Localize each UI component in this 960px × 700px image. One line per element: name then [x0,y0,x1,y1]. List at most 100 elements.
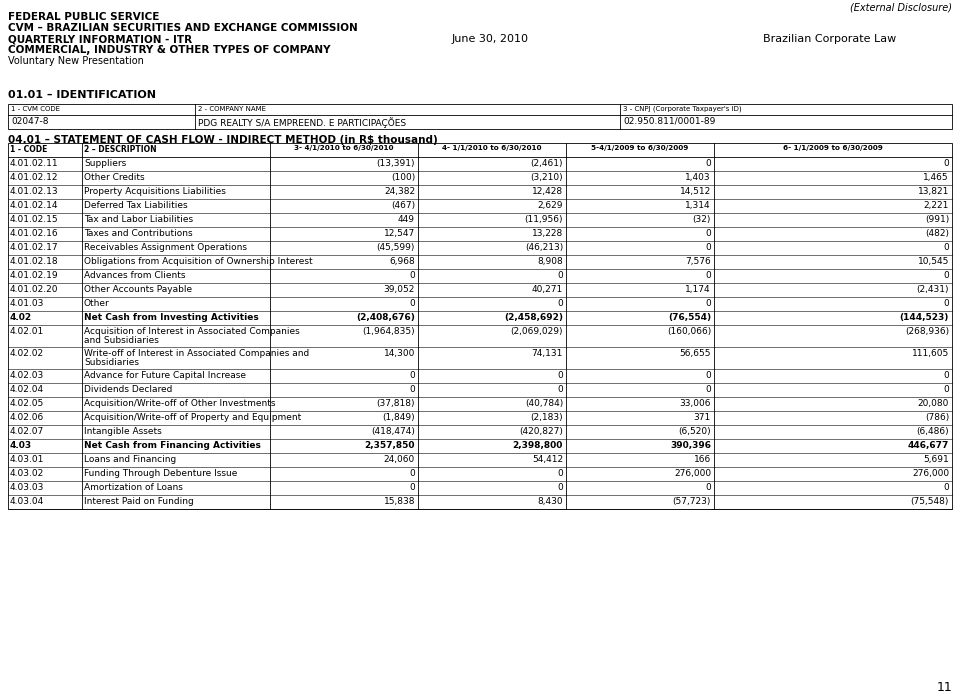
Text: (160,066): (160,066) [667,327,711,336]
Text: 0: 0 [706,229,711,238]
Text: 1,403: 1,403 [685,173,711,182]
Text: 8,908: 8,908 [538,257,563,266]
Text: 74,131: 74,131 [532,349,563,358]
Text: 39,052: 39,052 [384,285,415,294]
Text: 5-4/1/2009 to 6/30/2009: 5-4/1/2009 to 6/30/2009 [591,145,688,151]
Text: Net Cash from Financing Activities: Net Cash from Financing Activities [84,441,261,450]
Text: (786): (786) [924,413,949,422]
Text: CVM – BRAZILIAN SECURITIES AND EXCHANGE COMMISSION: CVM – BRAZILIAN SECURITIES AND EXCHANGE … [8,23,358,33]
Text: 54,412: 54,412 [532,455,563,464]
Text: (2,431): (2,431) [917,285,949,294]
Text: 7,576: 7,576 [685,257,711,266]
Text: 1,174: 1,174 [685,285,711,294]
Text: 371: 371 [694,413,711,422]
Text: 449: 449 [398,215,415,224]
Text: Amortization of Loans: Amortization of Loans [84,483,182,492]
Text: 0: 0 [409,469,415,478]
Text: 0: 0 [944,299,949,308]
Text: 2 - COMPANY NAME: 2 - COMPANY NAME [198,106,266,112]
Text: Acquisition of Interest in Associated Companies: Acquisition of Interest in Associated Co… [84,327,300,336]
Text: Write-off of Interest in Associated Companies and: Write-off of Interest in Associated Comp… [84,349,309,358]
Text: 0: 0 [706,371,711,380]
Text: 1 - CODE: 1 - CODE [10,145,47,154]
Text: 4.03.04: 4.03.04 [10,497,44,506]
Text: 1,314: 1,314 [685,201,711,210]
Text: 390,396: 390,396 [670,441,711,450]
Text: Net Cash from Investing Activities: Net Cash from Investing Activities [84,313,259,322]
Text: (482): (482) [925,229,949,238]
Text: 4.01.02.18: 4.01.02.18 [10,257,59,266]
Text: 4.02: 4.02 [10,313,32,322]
Text: 0: 0 [944,385,949,394]
Text: 0: 0 [409,299,415,308]
Text: 0: 0 [706,299,711,308]
Text: 40,271: 40,271 [532,285,563,294]
Text: 24,382: 24,382 [384,187,415,196]
Text: Acquisition/Write-off of Other Investments: Acquisition/Write-off of Other Investmen… [84,399,276,408]
Text: 4- 1/1/2010 to 6/30/2010: 4- 1/1/2010 to 6/30/2010 [443,145,541,151]
Text: and Subsidiaries: and Subsidiaries [84,336,158,345]
Text: (External Disclosure): (External Disclosure) [850,3,952,13]
Text: 20,080: 20,080 [918,399,949,408]
Text: 13,228: 13,228 [532,229,563,238]
Text: 14,512: 14,512 [680,187,711,196]
Text: 4.01.02.16: 4.01.02.16 [10,229,59,238]
Text: (46,213): (46,213) [525,243,563,252]
Text: Other Credits: Other Credits [84,173,145,182]
Text: Taxes and Contributions: Taxes and Contributions [84,229,193,238]
Text: (2,461): (2,461) [531,159,563,168]
Text: 0: 0 [557,299,563,308]
Text: (1,849): (1,849) [382,413,415,422]
Text: 4.01.02.11: 4.01.02.11 [10,159,59,168]
Text: 0: 0 [706,271,711,280]
Text: 4.02.05: 4.02.05 [10,399,44,408]
Text: 4.02.03: 4.02.03 [10,371,44,380]
Text: COMMERCIAL, INDUSTRY & OTHER TYPES OF COMPANY: COMMERCIAL, INDUSTRY & OTHER TYPES OF CO… [8,45,330,55]
Text: 6- 1/1/2009 to 6/30/2009: 6- 1/1/2009 to 6/30/2009 [783,145,883,151]
Text: 0: 0 [944,483,949,492]
Text: 5,691: 5,691 [924,455,949,464]
Text: 276,000: 276,000 [912,469,949,478]
Text: 04.01 – STATEMENT OF CASH FLOW - INDIRECT METHOD (in R$ thousand): 04.01 – STATEMENT OF CASH FLOW - INDIREC… [8,135,438,145]
Text: Advance for Future Capital Increase: Advance for Future Capital Increase [84,371,246,380]
Text: 12,428: 12,428 [532,187,563,196]
Text: 4.02.07: 4.02.07 [10,427,44,436]
Text: 4.01.03: 4.01.03 [10,299,44,308]
Text: 4.01.02.20: 4.01.02.20 [10,285,59,294]
Text: 4.01.02.12: 4.01.02.12 [10,173,59,182]
Text: FEDERAL PUBLIC SERVICE: FEDERAL PUBLIC SERVICE [8,12,159,22]
Text: (57,723): (57,723) [673,497,711,506]
Text: 4.02.06: 4.02.06 [10,413,44,422]
Text: (6,486): (6,486) [917,427,949,436]
Text: (6,520): (6,520) [679,427,711,436]
Text: 4.03.02: 4.03.02 [10,469,44,478]
Text: 3 - CNPJ (Corporate Taxpayer's ID): 3 - CNPJ (Corporate Taxpayer's ID) [623,106,742,113]
Text: 2 – DESCRIPTION: 2 – DESCRIPTION [84,145,156,154]
Text: 4.02.02: 4.02.02 [10,349,44,358]
Text: Tax and Labor Liabilities: Tax and Labor Liabilities [84,215,193,224]
Text: 4.01.02.17: 4.01.02.17 [10,243,59,252]
Text: PDG REALTY S/A EMPREEND. E PARTICIPAÇÕES: PDG REALTY S/A EMPREEND. E PARTICIPAÇÕES [198,117,406,128]
Text: (76,554): (76,554) [668,313,711,322]
Text: (11,956): (11,956) [524,215,563,224]
Text: (2,069,029): (2,069,029) [511,327,563,336]
Text: 02047-8: 02047-8 [11,117,49,126]
Text: (100): (100) [391,173,415,182]
Text: (420,827): (420,827) [519,427,563,436]
Text: 4.02.01: 4.02.01 [10,327,44,336]
Text: 02.950.811/0001-89: 02.950.811/0001-89 [623,117,715,126]
Text: Acquisition/Write-off of Property and Equipment: Acquisition/Write-off of Property and Eq… [84,413,301,422]
Text: 111,605: 111,605 [912,349,949,358]
Bar [8,143,952,509]
Text: 6,968: 6,968 [389,257,415,266]
Text: 2,357,850: 2,357,850 [365,441,415,450]
Text: 10,545: 10,545 [918,257,949,266]
Text: (467): (467) [391,201,415,210]
Text: 2,629: 2,629 [538,201,563,210]
Text: 11: 11 [936,681,952,694]
Text: 446,677: 446,677 [907,441,949,450]
Text: Deferred Tax Liabilities: Deferred Tax Liabilities [84,201,187,210]
Text: 2,221: 2,221 [924,201,949,210]
Text: (418,474): (418,474) [372,427,415,436]
Text: 4.01.02.19: 4.01.02.19 [10,271,59,280]
